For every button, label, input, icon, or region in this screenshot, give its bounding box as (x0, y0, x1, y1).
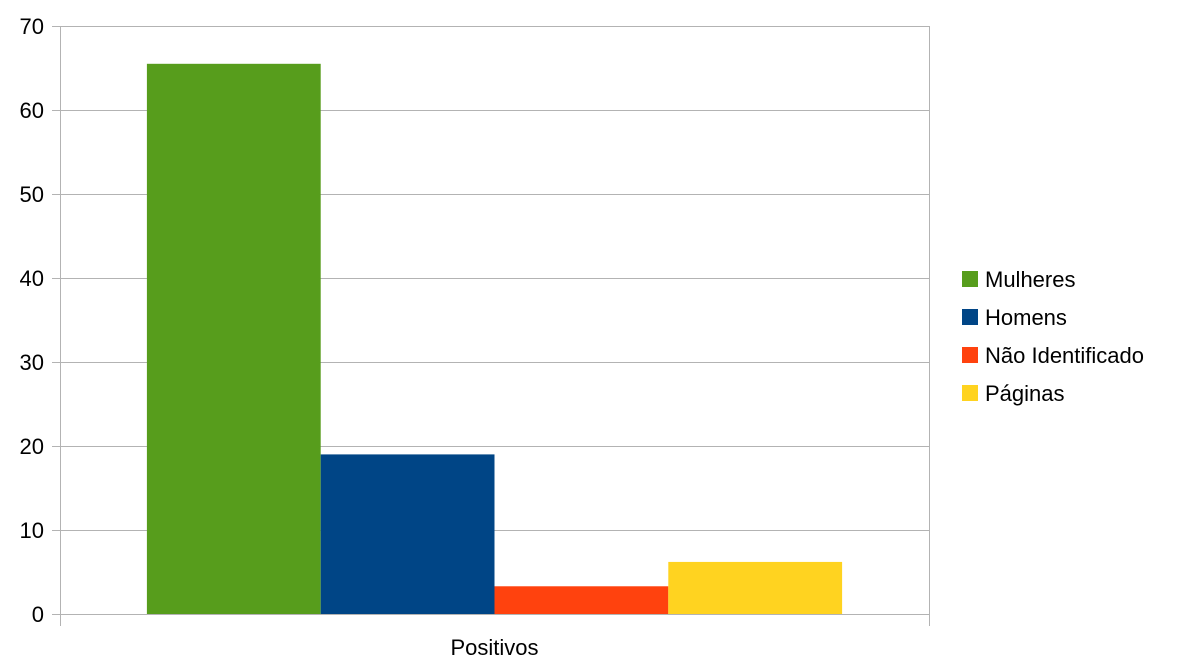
bar-2 (320, 454, 495, 614)
y-tick-label: 40 (20, 266, 44, 291)
y-axis-ticks: 0 10 20 30 40 50 60 70 (20, 14, 60, 627)
legend-label: Mulheres (985, 267, 1075, 292)
y-tick-label: 10 (20, 518, 44, 543)
bars (146, 63, 843, 615)
legend-swatch (962, 347, 978, 363)
y-tick-label: 70 (20, 14, 44, 39)
legend-label: Não Identificado (985, 343, 1144, 368)
bar-4 (668, 561, 843, 614)
bar-1 (146, 63, 321, 615)
y-tick-label: 30 (20, 350, 44, 375)
axes (60, 26, 930, 626)
y-tick-label: 0 (32, 602, 44, 627)
legend-label: Páginas (985, 381, 1065, 406)
legend-swatch (962, 385, 978, 401)
legend-swatch (962, 309, 978, 325)
legend-label: Homens (985, 305, 1067, 330)
x-category-label: Positivos (450, 635, 538, 659)
legend: Mulheres Homens Não Identificado Páginas (962, 267, 1144, 406)
y-tick-label: 60 (20, 98, 44, 123)
x-axis-categories: Positivos (450, 635, 538, 659)
bar-3 (494, 586, 669, 614)
legend-swatch (962, 271, 978, 287)
y-tick-label: 50 (20, 182, 44, 207)
y-tick-label: 20 (20, 434, 44, 459)
